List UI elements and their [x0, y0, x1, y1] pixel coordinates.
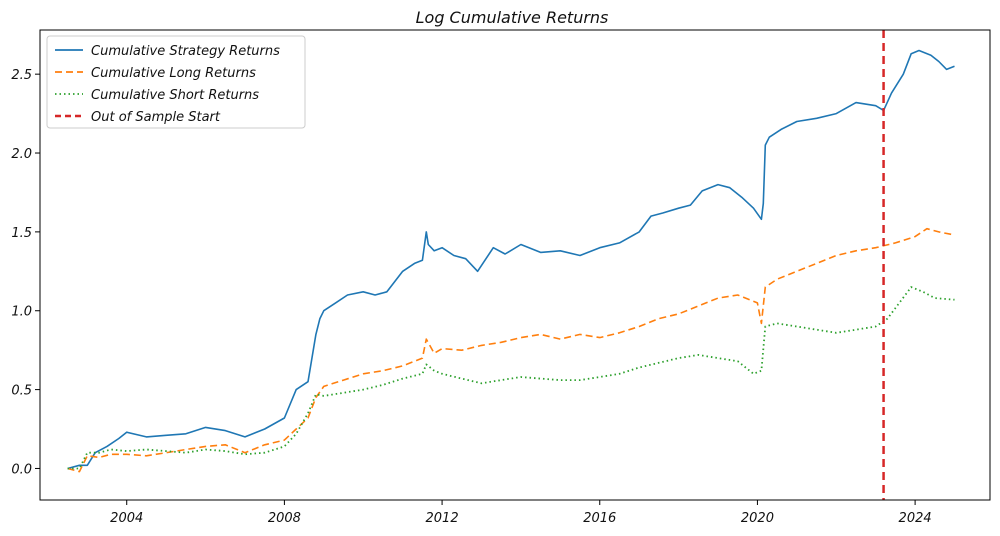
x-tick-label: 2012 — [426, 511, 459, 526]
axes-layer: 2004 2008 2012 2016 2020 2024 0.0 0.5 1.0 1.5 2.0 2… — [11, 29, 991, 526]
x-tick-label: 2016 — [583, 511, 616, 526]
legend-label-cumulative-short-returns: Cumulative Short Returns — [91, 88, 259, 103]
y-tick-label: 2.5 — [11, 68, 32, 83]
x-tick-label: 2020 — [741, 511, 774, 526]
y-tick-label: 1.5 — [11, 226, 32, 241]
cumulative-long-returns-line — [67, 227, 955, 473]
plot-frame — [39, 29, 991, 501]
x-tick-label: 2024 — [899, 511, 932, 526]
legend: Cumulative Strategy Returns Cumulative Lo… — [46, 35, 306, 129]
y-tick-label: 0.0 — [11, 462, 32, 477]
x-tick-label: 2008 — [268, 511, 301, 526]
chart-title: Log Cumulative Returns — [416, 8, 609, 27]
cumulative-short-returns-line — [67, 286, 955, 470]
cumulative-strategy-returns-line — [67, 49, 955, 470]
legend-label-out-of-sample-start: Out of Sample Start — [91, 110, 221, 125]
y-tick-label: 0.5 — [11, 384, 32, 399]
y-tick-label: 1.0 — [11, 305, 32, 320]
legend-label-cumulative-strategy-returns: Cumulative Strategy Returns — [91, 44, 280, 59]
series-layer — [67, 30, 955, 500]
x-tick-label: 2004 — [110, 511, 143, 526]
y-tick-label: 2.0 — [11, 147, 32, 162]
legend-frame — [46, 35, 306, 129]
legend-label-cumulative-long-returns: Cumulative Long Returns — [91, 66, 256, 81]
